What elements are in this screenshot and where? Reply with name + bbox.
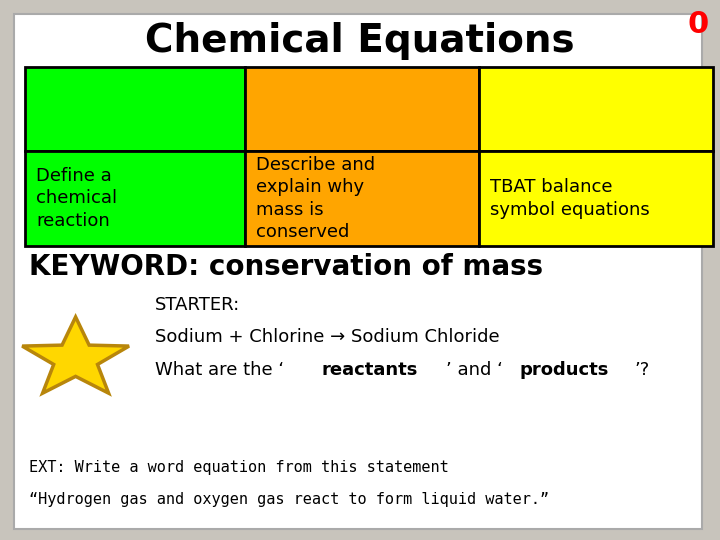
Text: KEYWORD: conservation of mass: KEYWORD: conservation of mass [29,253,543,281]
Text: Define a
chemical
reaction: Define a chemical reaction [36,167,117,230]
Bar [25,68,245,151]
Polygon shape [22,317,129,393]
Text: ’ and ‘: ’ and ‘ [446,361,503,379]
FancyBboxPatch shape [14,14,702,529]
Text: Describe and
explain why
mass is
conserved: Describe and explain why mass is conserv… [256,156,374,241]
Bar [479,68,713,151]
Text: ’?: ’? [634,361,649,379]
Text: reactants: reactants [321,361,418,379]
Text: 0: 0 [688,10,709,39]
Bar [25,151,245,246]
Text: EXT: Write a word equation from this statement: EXT: Write a word equation from this sta… [29,460,449,475]
Text: What are the ‘: What are the ‘ [155,361,284,379]
Text: Chemical Equations: Chemical Equations [145,22,575,59]
Text: Sodium + Chlorine → Sodium Chloride: Sodium + Chlorine → Sodium Chloride [155,328,500,347]
Bar [245,68,479,151]
Bar [479,151,713,246]
Text: STARTER:: STARTER: [155,296,240,314]
Bar [245,151,479,246]
Text: products: products [519,361,608,379]
Text: TBAT balance
symbol equations: TBAT balance symbol equations [490,178,649,219]
Text: “Hydrogen gas and oxygen gas react to form liquid water.”: “Hydrogen gas and oxygen gas react to fo… [29,492,549,507]
